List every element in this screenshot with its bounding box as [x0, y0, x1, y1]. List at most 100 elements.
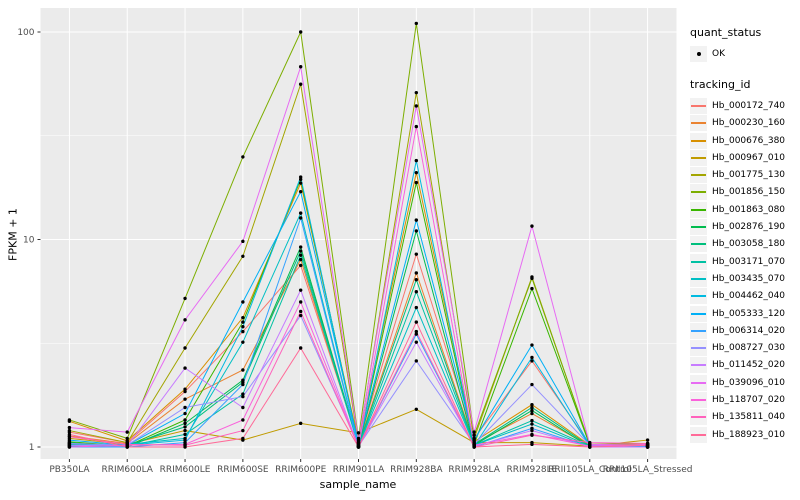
- data-point: [241, 329, 245, 334]
- data-point: [298, 288, 303, 292]
- line-swatch-icon: [690, 97, 707, 114]
- legend-item-label: Hb_006314_020: [712, 325, 786, 336]
- data-point: [298, 313, 303, 318]
- data-point: [414, 170, 419, 175]
- data-point: [414, 278, 419, 282]
- data-point: [298, 257, 303, 262]
- data-point: [298, 245, 303, 249]
- line-swatch-icon: [690, 149, 707, 166]
- legend-item-label: Hb_188923_010: [712, 429, 786, 440]
- legend-item-Hb_000172_740: Hb_000172_740: [690, 97, 800, 114]
- data-point: [530, 433, 534, 437]
- data-point: [241, 382, 245, 387]
- data-point: [241, 428, 245, 433]
- data-point: [414, 180, 419, 185]
- data-point: [356, 445, 361, 449]
- legend-tracking-items: Hb_000172_740 Hb_000230_160 Hb_000676_380 H…: [690, 97, 800, 443]
- data-point: [414, 218, 419, 222]
- legend-item-label: Hb_011452_020: [712, 360, 786, 371]
- line-swatch-icon: [690, 288, 707, 305]
- data-point: [530, 402, 534, 407]
- x-tick-label: RRIM928LE: [507, 465, 558, 475]
- x-tick-label: RRII105LA_Control: [548, 465, 631, 475]
- data-point: [67, 418, 72, 422]
- legend-item-label: Hb_000967_010: [712, 152, 786, 163]
- legend-item-label: Hb_003058_180: [712, 239, 786, 250]
- data-point: [530, 428, 534, 433]
- data-point: [183, 418, 187, 422]
- data-point: [241, 315, 245, 320]
- data-point: [414, 332, 419, 336]
- data-point: [530, 224, 534, 228]
- y-tick-label: 10: [23, 236, 35, 246]
- legend-item-label: Hb_135811_040: [712, 412, 786, 423]
- data-point: [67, 428, 72, 433]
- data-point: [298, 211, 303, 215]
- data-point: [241, 155, 245, 159]
- legend-item-label: Hb_005333_120: [712, 308, 786, 319]
- line-swatch-icon: [690, 184, 707, 201]
- x-tick-label: RRIM600LE: [160, 465, 211, 475]
- legend-item-label: Hb_118707_020: [712, 394, 786, 405]
- line-swatch-icon: [690, 322, 707, 339]
- x-tick-label: RRIM928BA: [390, 465, 443, 475]
- legend-item-Hb_188923_010: Hb_188923_010: [690, 426, 800, 443]
- x-tick-label: RRIM600LA: [101, 465, 153, 475]
- data-point: [414, 329, 419, 334]
- data-point: [183, 397, 187, 401]
- line-swatch-icon: [690, 340, 707, 357]
- y-axis-title: FPKM + 1: [6, 208, 20, 261]
- line-swatch-icon: [690, 253, 707, 270]
- legend-item-label: OK: [712, 48, 725, 59]
- data-point: [183, 428, 187, 433]
- data-point: [414, 229, 419, 233]
- data-point: [241, 436, 245, 441]
- data-point: [530, 343, 534, 347]
- data-point: [472, 438, 476, 442]
- data-point: [183, 405, 187, 410]
- data-point: [414, 290, 419, 294]
- legend-item-Hb_000230_160: Hb_000230_160: [690, 115, 800, 132]
- legend-item-Hb_008727_030: Hb_008727_030: [690, 339, 800, 357]
- data-point: [241, 340, 245, 344]
- legend-item-label: Hb_004462_040: [712, 291, 786, 302]
- legend-item-Hb_003058_180: Hb_003058_180: [690, 236, 800, 253]
- legend-item-Hb_000676_380: Hb_000676_380: [690, 132, 800, 149]
- data-point: [183, 389, 187, 394]
- data-point: [298, 65, 303, 69]
- data-point: [414, 124, 419, 129]
- legend-item-Hb_002876_190: Hb_002876_190: [690, 218, 800, 236]
- data-point: [472, 433, 476, 437]
- data-point: [298, 421, 303, 426]
- line-swatch-icon: [690, 409, 707, 426]
- legend-item-label: Hb_008727_030: [712, 343, 786, 354]
- line-swatch-icon: [690, 391, 707, 408]
- data-point: [414, 158, 419, 163]
- data-point: [183, 318, 187, 322]
- data-point: [183, 432, 187, 437]
- data-point: [588, 445, 592, 449]
- data-point: [530, 405, 534, 410]
- data-point: [472, 445, 476, 449]
- line-swatch-icon: [690, 374, 707, 391]
- data-point: [414, 305, 419, 310]
- legend-item-Hb_135811_040: Hb_135811_040: [690, 409, 800, 426]
- x-axis-title: sample_name: [319, 478, 397, 491]
- legend-item-Hb_005333_120: Hb_005333_120: [690, 305, 800, 322]
- data-point: [356, 441, 361, 446]
- data-point: [241, 254, 245, 258]
- data-point: [645, 443, 650, 447]
- legend-item-label: Hb_002876_190: [712, 222, 786, 233]
- legend-item-Hb_001863_080: Hb_001863_080: [690, 201, 800, 218]
- data-point: [530, 382, 534, 387]
- data-point: [241, 392, 245, 396]
- data-point: [298, 189, 303, 194]
- data-point: [298, 175, 303, 179]
- legend-item-quant: OK: [690, 45, 800, 62]
- data-point: [67, 445, 72, 449]
- data-point: [125, 430, 129, 434]
- data-point: [298, 181, 303, 185]
- x-tick-label: RRII105LA_Stressed: [603, 465, 693, 475]
- data-point: [414, 252, 419, 256]
- x-tick-label: RRIM600SE: [217, 465, 269, 475]
